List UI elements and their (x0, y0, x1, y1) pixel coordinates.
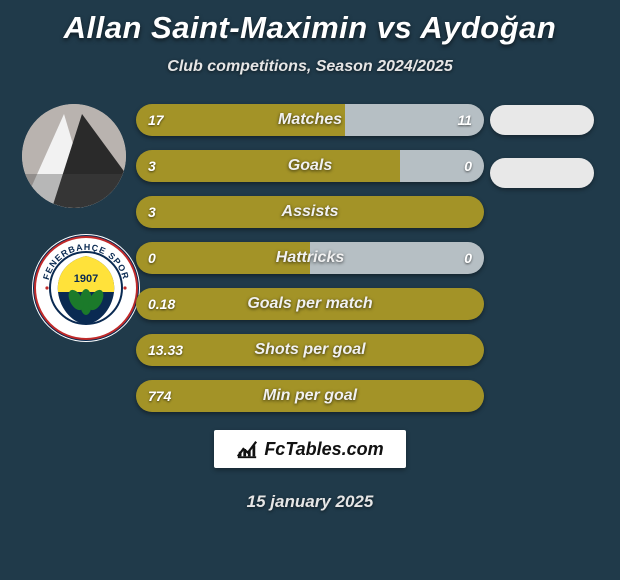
stat-row: 0 0 Hattricks (136, 242, 484, 274)
stat-row: 774 Min per goal (136, 380, 484, 412)
stat-left-value: 17 (136, 112, 176, 128)
fenerbahce-crest-icon: FENERBAHÇE SPOR KULÜBÜ 1907 (32, 234, 140, 342)
comparison-card: Allan Saint-Maximin vs Aydoğan Club comp… (0, 0, 620, 580)
stat-right-value: 0 (452, 250, 484, 266)
stat-left-value: 0 (136, 250, 168, 266)
right-column (484, 104, 604, 424)
avatar-placeholder-icon (22, 104, 126, 208)
stat-left-value: 3 (136, 158, 168, 174)
stat-row: 3 0 Goals (136, 150, 484, 182)
chart-icon (236, 438, 258, 460)
brand-badge: FcTables.com (214, 430, 405, 468)
stat-bars: 17 11 Matches 3 0 Goals 3 Assists 0 0 Hattricks 0.1… (136, 104, 484, 426)
stat-seg-right: 11 (345, 104, 484, 136)
stat-left-value: 0.18 (136, 296, 187, 312)
stat-label: Shots per goal (254, 341, 365, 359)
stat-row: 0.18 Goals per match (136, 288, 484, 320)
stat-left-value: 3 (136, 204, 168, 220)
main-area: FENERBAHÇE SPOR KULÜBÜ 1907 171 (16, 104, 604, 426)
footer-date: 15 january 2025 (16, 492, 604, 512)
stat-label: Matches (278, 111, 342, 129)
stat-label: Goals (288, 157, 332, 175)
stat-label: Assists (282, 203, 339, 221)
stat-row: 3 Assists (136, 196, 484, 228)
player-1-avatar (22, 104, 126, 208)
player-2-club-badge: FENERBAHÇE SPOR KULÜBÜ 1907 (32, 234, 140, 342)
stat-seg-right: 0 (400, 150, 484, 182)
left-column: FENERBAHÇE SPOR KULÜBÜ 1907 (16, 104, 136, 424)
stat-label: Goals per match (247, 295, 372, 313)
stat-right-value: 11 (445, 112, 484, 128)
stat-seg-left: 3 (136, 150, 400, 182)
stat-row: 17 11 Matches (136, 104, 484, 136)
svg-text:1907: 1907 (74, 273, 98, 285)
brand-text: FcTables.com (264, 439, 383, 460)
stat-left-value: 774 (136, 388, 183, 404)
footer: FcTables.com 15 january 2025 (16, 430, 604, 512)
stat-left-value: 13.33 (136, 342, 195, 358)
right-pill-2 (490, 158, 594, 188)
stat-row: 13.33 Shots per goal (136, 334, 484, 366)
stat-right-value: 0 (452, 158, 484, 174)
stat-label: Hattricks (276, 249, 344, 267)
card-title: Allan Saint-Maximin vs Aydoğan (16, 10, 604, 46)
stat-label: Min per goal (263, 387, 357, 405)
right-pill-1 (490, 105, 594, 135)
card-subtitle: Club competitions, Season 2024/2025 (16, 58, 604, 76)
